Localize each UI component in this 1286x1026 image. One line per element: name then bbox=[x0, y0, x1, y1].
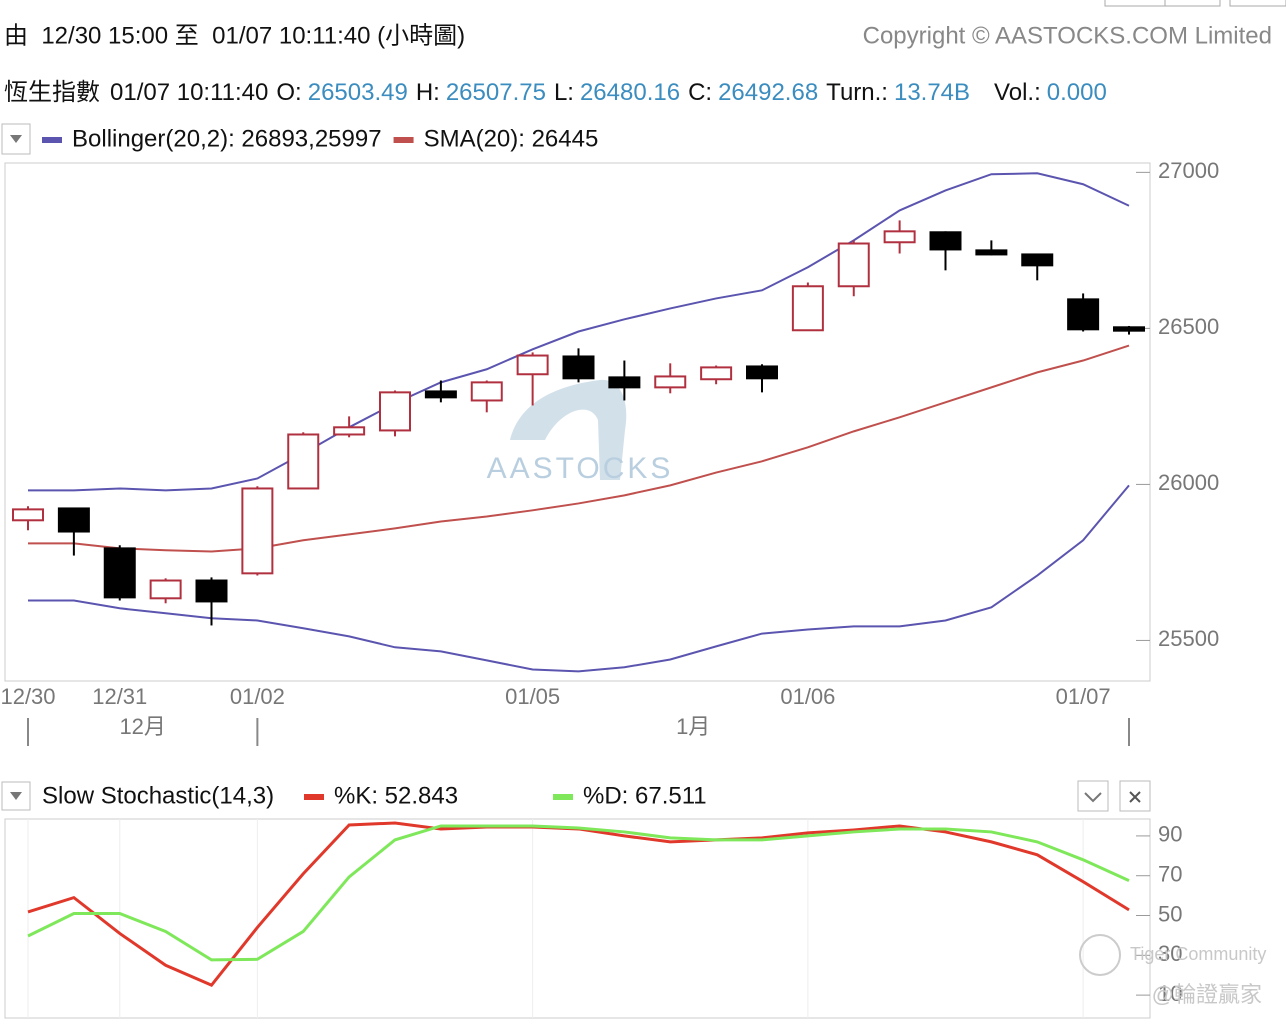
legend-label: %D: 67.511 bbox=[583, 782, 707, 809]
top-button[interactable] bbox=[1104, 0, 1166, 7]
candle-body bbox=[1021, 253, 1054, 267]
field-value: 13.74B bbox=[894, 79, 970, 106]
candle-body bbox=[1067, 298, 1100, 331]
y-tick-label: 30 bbox=[1158, 941, 1182, 966]
field-label: O: bbox=[276, 79, 301, 106]
logo-shape bbox=[510, 379, 627, 480]
legend-label: Bollinger(20,2): 26893,25997 bbox=[72, 125, 382, 152]
candle-body bbox=[149, 579, 182, 600]
x-tick-label: 01/02 bbox=[230, 684, 285, 709]
candle-body bbox=[837, 242, 870, 288]
indicator-title: Slow Stochastic(14,3) bbox=[42, 782, 274, 809]
candle-body bbox=[379, 391, 411, 432]
candle-body bbox=[516, 354, 549, 376]
y-tick-label: 90 bbox=[1158, 822, 1182, 847]
candle-body bbox=[103, 547, 136, 599]
month-label: 1月 bbox=[676, 714, 710, 739]
legend-swatch bbox=[304, 794, 324, 800]
candle-body bbox=[12, 508, 44, 522]
month-label: 12月 bbox=[119, 714, 165, 739]
x-tick-label: 01/05 bbox=[505, 684, 560, 709]
y-tick-label: 25500 bbox=[1158, 626, 1219, 651]
candle-body bbox=[791, 285, 824, 332]
watermark-community: Tiger Community bbox=[1130, 944, 1266, 964]
legend-swatch bbox=[553, 794, 573, 800]
candle-body bbox=[57, 507, 90, 533]
field-label: Vol.: bbox=[994, 79, 1041, 106]
candle-body bbox=[1113, 326, 1145, 332]
candle-body bbox=[746, 365, 778, 380]
candle-body bbox=[654, 375, 687, 389]
top-button[interactable] bbox=[1164, 0, 1221, 7]
legend-swatch bbox=[42, 137, 62, 143]
plot-area bbox=[4, 162, 1151, 682]
collapse-icon bbox=[1084, 792, 1102, 803]
candle-body bbox=[333, 426, 366, 436]
plot-area bbox=[4, 818, 1151, 1019]
y-tick-label: 26500 bbox=[1158, 314, 1219, 339]
candle-body bbox=[700, 366, 733, 381]
field-label: Turn.: bbox=[826, 79, 888, 106]
field-value: 26503.49 bbox=[308, 79, 408, 106]
field-value: 0.000 bbox=[1047, 79, 1107, 106]
menu-arrow bbox=[10, 792, 22, 800]
field-value: 26507.75 bbox=[446, 79, 546, 106]
legend-label: %K: 52.843 bbox=[334, 782, 458, 809]
y-tick-label: 10 bbox=[1158, 981, 1182, 1006]
field-value: 26492.68 bbox=[718, 79, 818, 106]
quote-row: 恆生指數 01/07 10:11:40 O: 26503.49 H: 26507.75 L:… bbox=[4, 79, 1107, 106]
field-label: H: bbox=[416, 79, 440, 106]
x-tick-label: 12/30 bbox=[0, 684, 55, 709]
candle-body bbox=[241, 487, 274, 575]
y-tick-label: 70 bbox=[1158, 862, 1182, 887]
y-tick-label: 27000 bbox=[1158, 158, 1219, 183]
candle-body bbox=[975, 249, 1008, 256]
y-tick-label: 26000 bbox=[1158, 470, 1219, 495]
legend-label: SMA(20): 26445 bbox=[424, 125, 599, 152]
x-tick-label: 01/07 bbox=[1056, 684, 1111, 709]
field-value: 26480.16 bbox=[580, 79, 680, 106]
close-icon bbox=[1129, 791, 1141, 803]
x-tick-label: 12/31 bbox=[92, 684, 147, 709]
indicator-line bbox=[28, 172, 1130, 492]
candle-body bbox=[929, 231, 962, 251]
quote-time: 01/07 10:11:40 bbox=[110, 79, 268, 106]
top-button[interactable] bbox=[1229, 0, 1286, 7]
copyright: Copyright © AASTOCKS.COM Limited bbox=[863, 22, 1272, 49]
field-label: C: bbox=[688, 79, 712, 106]
watermark-logo bbox=[510, 379, 627, 480]
field-label: L: bbox=[554, 79, 574, 106]
collapse-button[interactable] bbox=[1077, 780, 1109, 812]
candle-body bbox=[287, 433, 320, 490]
index-name: 恆生指數 bbox=[4, 79, 100, 106]
candle-body bbox=[608, 376, 641, 389]
menu-arrow bbox=[10, 135, 22, 143]
candle-body bbox=[195, 579, 228, 603]
candle-body bbox=[424, 390, 457, 399]
y-tick-label: 50 bbox=[1158, 901, 1182, 926]
indicator-line bbox=[28, 344, 1130, 553]
close-button[interactable] bbox=[1119, 780, 1151, 812]
menu-button[interactable] bbox=[1, 781, 31, 811]
x-tick-label: 01/06 bbox=[780, 684, 835, 709]
candle-body bbox=[883, 230, 916, 244]
watermark-text: AASTOCKS bbox=[487, 452, 674, 485]
watermark-handle: @輪證贏家 bbox=[1152, 982, 1262, 1007]
candle-body bbox=[470, 381, 503, 402]
legend-swatch bbox=[393, 137, 414, 143]
range-text: 由 12/30 15:00 至 01/07 10:11:40 (小時圖) bbox=[4, 22, 465, 49]
community-icon bbox=[1079, 934, 1121, 976]
stochastic-line bbox=[27, 824, 1130, 962]
candle-body bbox=[562, 355, 595, 380]
